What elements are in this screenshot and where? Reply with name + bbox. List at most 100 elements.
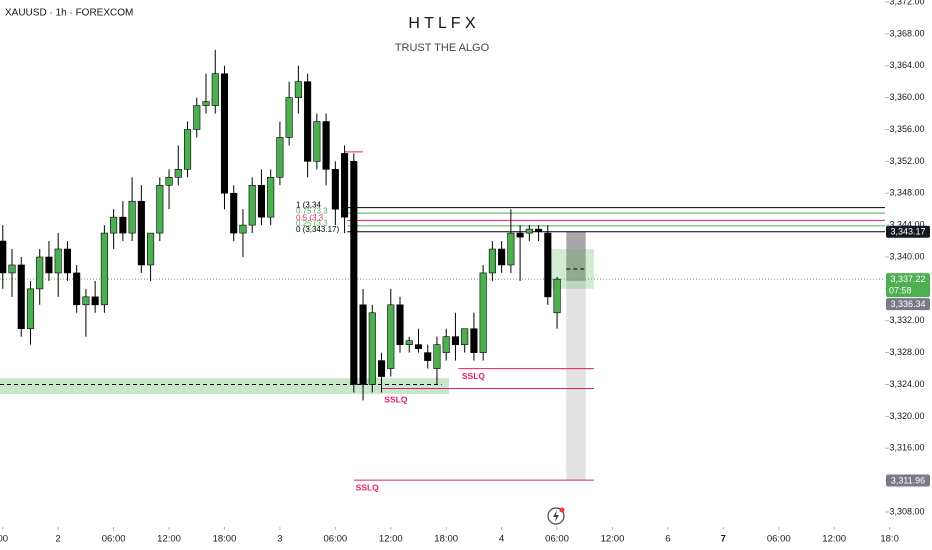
y-tick-label: 3,340.00 bbox=[889, 251, 924, 261]
candle-body bbox=[54, 248, 62, 274]
candle-body bbox=[461, 328, 469, 345]
candle-body bbox=[110, 216, 118, 234]
replay-icon[interactable] bbox=[547, 507, 565, 525]
candle-body bbox=[174, 169, 182, 178]
candle-body bbox=[488, 248, 496, 274]
candle-body bbox=[525, 228, 533, 234]
candle-body bbox=[183, 129, 192, 170]
candle-body bbox=[165, 177, 173, 186]
y-tick-label: 3,328.00 bbox=[889, 347, 924, 357]
y-tick-label: 3,356.00 bbox=[889, 124, 924, 134]
candle-body bbox=[63, 248, 71, 274]
fib-label: 0 (3,343.17) bbox=[296, 225, 339, 234]
candle-body bbox=[147, 232, 155, 266]
candle-body bbox=[359, 304, 367, 385]
candle-body bbox=[91, 296, 99, 306]
x-tick-label: 12:00 bbox=[157, 534, 181, 545]
annotation: SSLQ bbox=[356, 482, 380, 492]
candle-body bbox=[442, 336, 450, 353]
x-tick-label: 4 bbox=[499, 534, 504, 545]
candle-body bbox=[396, 304, 404, 345]
x-tick-label: 06:00 bbox=[323, 534, 347, 545]
x-tick-label: 6 bbox=[665, 534, 670, 545]
candle-body bbox=[285, 97, 293, 138]
candle-body bbox=[36, 256, 44, 290]
zone bbox=[566, 280, 586, 481]
candle-body bbox=[544, 232, 552, 298]
candle-body bbox=[128, 200, 136, 234]
y-tick-label: 3,360.00 bbox=[889, 92, 924, 102]
candle-body bbox=[156, 184, 164, 234]
x-tick-label: 3 bbox=[277, 534, 282, 545]
y-tick-label: 3,332.00 bbox=[889, 315, 924, 325]
candle-body bbox=[193, 105, 201, 130]
fib-label: 0.75 (3,3 bbox=[296, 206, 328, 215]
candle-body bbox=[322, 121, 330, 170]
x-tick-label: 06:00 bbox=[102, 534, 126, 545]
fib-label: 0.5 (3,3 bbox=[296, 213, 324, 222]
candle-body bbox=[73, 272, 81, 306]
x-tick-label: 12:00 bbox=[379, 534, 403, 545]
price-tag bbox=[886, 273, 930, 298]
candle-body bbox=[26, 288, 35, 330]
x-tick-label: 18:00 bbox=[434, 534, 458, 545]
candle-body bbox=[331, 169, 339, 210]
candle-body bbox=[230, 192, 238, 234]
chart-subtitle: TRUST THE ALGO bbox=[395, 42, 490, 54]
candle-body bbox=[498, 248, 506, 266]
x-tick-label: 12:00 bbox=[822, 534, 846, 545]
candle-body bbox=[516, 232, 524, 238]
zone bbox=[0, 378, 449, 395]
candle-body bbox=[405, 340, 413, 345]
candle-body bbox=[304, 81, 312, 162]
x-tick-label: 7 bbox=[721, 534, 726, 545]
price-tag bbox=[886, 298, 930, 311]
candle-body bbox=[433, 344, 441, 369]
y-tick-label: 3,320.00 bbox=[889, 411, 924, 421]
x-tick-label: 00 bbox=[0, 534, 8, 545]
x-tick-label: 2 bbox=[56, 534, 61, 545]
y-tick-label: 3,364.00 bbox=[889, 60, 924, 70]
annotation: SSLQ bbox=[384, 395, 408, 405]
price-tag bbox=[886, 474, 930, 487]
price-tag-label: 3,337.22 bbox=[890, 274, 925, 284]
candle-body bbox=[137, 200, 145, 266]
candle-body bbox=[313, 121, 321, 162]
candle-body bbox=[479, 272, 487, 353]
y-tick-label: 3,372.00 bbox=[889, 0, 924, 6]
candle-body bbox=[211, 73, 219, 106]
candle-body bbox=[377, 360, 386, 377]
price-tag-label: 3,336.34 bbox=[890, 299, 925, 309]
candle-body bbox=[294, 81, 302, 98]
y-tick-label: 3,348.00 bbox=[889, 188, 924, 198]
candle-body bbox=[387, 304, 395, 369]
candle-body bbox=[276, 137, 284, 178]
candle-body bbox=[470, 328, 478, 353]
candle-body bbox=[553, 278, 561, 314]
candle-body bbox=[8, 264, 16, 274]
y-tick-label: 3,368.00 bbox=[889, 28, 924, 38]
candle-body bbox=[82, 296, 90, 306]
candle-body bbox=[341, 153, 349, 218]
x-tick-label: 12:00 bbox=[601, 534, 625, 545]
candle-body bbox=[368, 312, 376, 385]
y-tick-label: 3,344.00 bbox=[889, 220, 924, 230]
x-tick-label: 06:00 bbox=[767, 534, 791, 545]
x-tick-label: 06:00 bbox=[545, 534, 569, 545]
candle-body bbox=[100, 232, 108, 306]
candle-body bbox=[45, 256, 53, 274]
symbol-label: XAUUSD · 1h · FOREXCOM bbox=[5, 8, 133, 19]
candle-body bbox=[507, 232, 515, 266]
y-tick-label: 3,324.00 bbox=[889, 379, 924, 389]
candle-body bbox=[267, 177, 275, 218]
candle-body bbox=[202, 101, 210, 106]
y-tick-label: 3,308.00 bbox=[889, 506, 924, 516]
candle-body bbox=[424, 352, 432, 361]
candle-body bbox=[239, 224, 247, 234]
price-tag bbox=[886, 225, 930, 238]
price-tag-label: 3,343.17 bbox=[890, 227, 925, 237]
plot bbox=[0, 49, 885, 481]
candle-body bbox=[257, 184, 265, 218]
candle-body bbox=[248, 184, 256, 226]
candle-body bbox=[535, 228, 543, 233]
